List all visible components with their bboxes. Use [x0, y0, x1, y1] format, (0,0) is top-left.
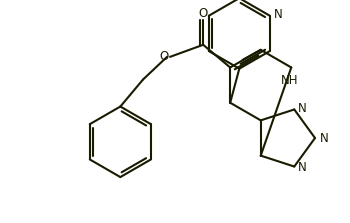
Text: O: O — [159, 50, 169, 63]
Text: N: N — [298, 161, 307, 174]
Text: O: O — [198, 7, 208, 20]
Text: NH: NH — [280, 74, 298, 87]
Text: N: N — [273, 8, 282, 21]
Text: N: N — [298, 102, 307, 115]
Text: N: N — [320, 132, 328, 145]
